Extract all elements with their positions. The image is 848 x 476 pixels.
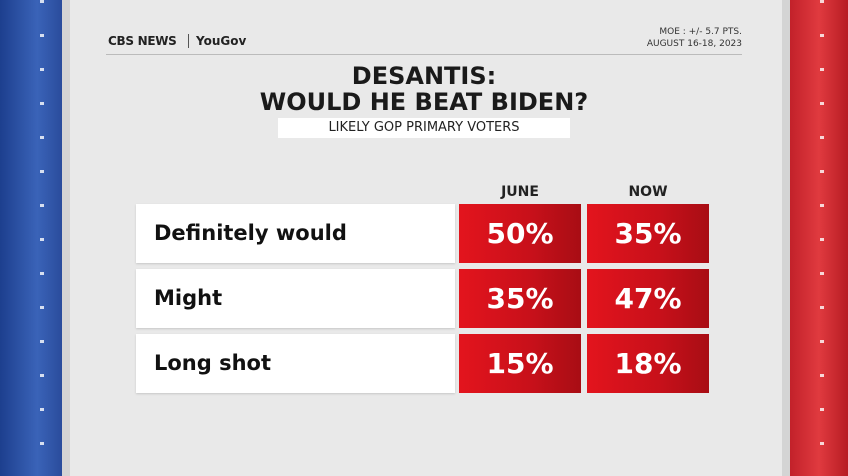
title: DESANTIS: <box>351 62 497 90</box>
value-cell: 50% <box>459 204 581 263</box>
title: WOULD HE BEAT BIDEN? <box>259 88 589 116</box>
row-label: Definitely would <box>136 204 455 263</box>
column-header: JUNE <box>501 184 539 200</box>
subtitle: LIKELY GOP PRIMARY VOTERS <box>278 118 570 138</box>
frame <box>782 0 790 476</box>
value-cell: 35% <box>459 269 581 328</box>
value-cell: 18% <box>587 334 709 393</box>
red-stripe <box>790 0 848 476</box>
value-cell: 35% <box>587 204 709 263</box>
separator <box>188 34 189 48</box>
row-label: Might <box>136 269 455 328</box>
partner: YouGov <box>196 34 247 48</box>
value-cell: 15% <box>459 334 581 393</box>
frame <box>62 0 70 476</box>
dates: AUGUST 16-18, 2023 <box>646 39 742 49</box>
brand: CBS NEWS <box>108 34 177 48</box>
row-label: Long shot <box>136 334 455 393</box>
moe: MOE : +/- 5.7 PTS. <box>659 27 742 37</box>
column-header: NOW <box>628 184 668 200</box>
blue-stripe <box>0 0 62 476</box>
rule <box>106 54 742 55</box>
value-cell: 47% <box>587 269 709 328</box>
